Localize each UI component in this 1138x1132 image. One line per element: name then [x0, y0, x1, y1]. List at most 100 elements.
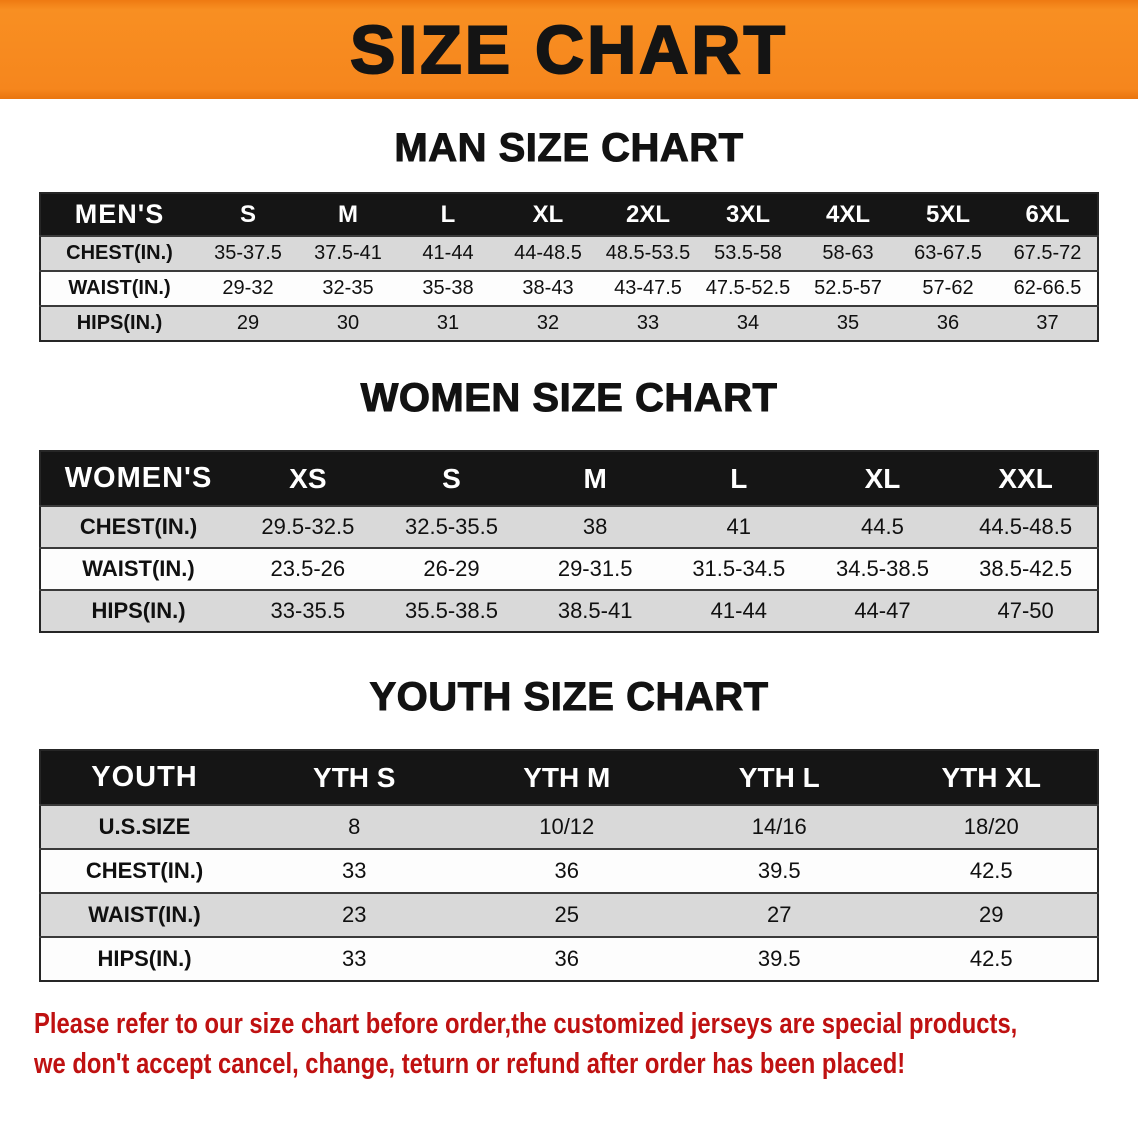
- size-value-cell: 31: [436, 312, 460, 334]
- measurement-label: U.S.SIZE: [98, 814, 191, 839]
- measurement-row: HIPS(IN.) 33-35.5 35.5-38.5 38.5-41 41-44 44-…: [40, 590, 1098, 632]
- size-value-cell: 38.5-41: [557, 598, 633, 623]
- measurement-label: HIPS(IN.): [91, 598, 186, 623]
- size-value-cell: 35.5-38.5: [405, 598, 498, 623]
- size-header-cell: YTH L: [673, 750, 886, 805]
- size-header-cell: XS: [236, 451, 380, 506]
- size-header-cell: 6XL: [998, 193, 1098, 236]
- table-title-cell: MEN'S: [40, 193, 198, 236]
- banner: SIZE CHART: [0, 0, 1138, 99]
- size-value-cell: 33: [342, 858, 367, 883]
- measurement-label: HIPS(IN.): [97, 946, 192, 971]
- size-value-cell: 63-67.5: [914, 242, 982, 264]
- size-value-cell: 23.5-26: [270, 556, 346, 581]
- size-value-cell: 38: [582, 514, 608, 539]
- size-value-cell: 44-47: [854, 598, 911, 623]
- measurement-row: CHEST(IN.) 35-37.5 37.5-41 41-44 44-48.5 48.5…: [40, 236, 1098, 271]
- size-value-cell: 29: [979, 902, 1004, 927]
- measurement-row: CHEST(IN.) 29.5-32.5 32.5-35.5 38 41 44.5 44.5…: [40, 506, 1098, 548]
- size-value-cell: 41: [726, 514, 752, 539]
- size-value-cell: 30: [336, 312, 360, 334]
- size-value-cell: 39.5: [757, 858, 801, 883]
- size-value-cell: 23: [342, 902, 367, 927]
- size-value-cell: 41-44: [422, 242, 474, 264]
- size-value-cell: 38.5-42.5: [979, 556, 1073, 581]
- size-header-cell: M: [523, 451, 667, 506]
- size-value-cell: 29.5-32.5: [261, 514, 355, 539]
- table-header-row: MEN'S S M L XL 2XL 3XL 4XL 5XL 6XL: [40, 193, 1098, 236]
- size-value-cell: 39.5: [757, 946, 801, 971]
- size-value-cell: 8: [348, 814, 361, 839]
- size-value-cell: 34.5-38.5: [835, 556, 929, 581]
- disclaimer-line-1: Please refer to our size chart before or…: [34, 1008, 1018, 1040]
- size-value-cell: 25: [554, 902, 579, 927]
- youth-size-table: YOUTH YTH S YTH M YTH L YTH XL U.S.SIZE 8 10/12…: [39, 749, 1099, 982]
- size-value-cell: 35-37.5: [214, 242, 282, 264]
- size-header-cell: 3XL: [698, 193, 798, 236]
- size-value-cell: 44-48.5: [514, 242, 582, 264]
- men-size-table: MEN'S S M L XL 2XL 3XL 4XL 5XL 6XL CHEST(IN.) 35-37…: [39, 192, 1099, 342]
- size-value-cell: 62-66.5: [1013, 277, 1082, 299]
- size-header-cell: L: [398, 193, 498, 236]
- size-header-cell: M: [298, 193, 398, 236]
- size-value-cell: 18/20: [963, 814, 1019, 839]
- size-header-cell: YTH XL: [885, 750, 1098, 805]
- size-header-cell: L: [666, 451, 811, 506]
- size-header-cell: YTH M: [460, 750, 673, 805]
- size-value-cell: 35-38: [422, 277, 474, 299]
- measurement-row: HIPS(IN.) 29 30 31 32 33 34 35 36 37: [40, 306, 1098, 341]
- size-value-cell: 38-43: [522, 277, 574, 299]
- measurement-row: WAIST(IN.) 23.5-26 26-29 29-31.5 31.5-34.5 34…: [40, 548, 1098, 590]
- size-value-cell: 47.5-52.5: [705, 277, 791, 299]
- size-value-cell: 47-50: [997, 598, 1054, 623]
- size-chart-page: SIZE CHART MAN SIZE CHART MEN'S S M L XL 2XL 3…: [0, 0, 1138, 1084]
- size-value-cell: 33: [342, 946, 367, 971]
- size-value-cell: 33-35.5: [270, 598, 346, 623]
- size-value-cell: 37: [1036, 312, 1059, 334]
- measurement-row: CHEST(IN.) 33 36 39.5 42.5: [40, 849, 1098, 893]
- size-value-cell: 31.5-34.5: [692, 556, 786, 581]
- size-value-cell: 44.5: [861, 514, 904, 539]
- size-value-cell: 42.5: [969, 946, 1013, 971]
- size-value-cell: 36: [554, 946, 579, 971]
- table-header-row: WOMEN'S XS S M L XL XXL: [40, 451, 1098, 506]
- size-value-cell: 29-32: [222, 277, 274, 299]
- size-value-cell: 10/12: [539, 814, 595, 839]
- size-value-cell: 36: [554, 858, 579, 883]
- measurement-row: U.S.SIZE 8 10/12 14/16 18/20: [40, 805, 1098, 849]
- size-value-cell: 36: [936, 312, 960, 334]
- measurement-label: CHEST(IN.): [79, 514, 198, 539]
- table-title-cell: WOMEN'S: [40, 451, 236, 506]
- size-value-cell: 57-62: [922, 277, 974, 299]
- table-header-row: YOUTH YTH S YTH M YTH L YTH XL: [40, 750, 1098, 805]
- size-value-cell: 67.5-72: [1013, 242, 1082, 264]
- size-header-cell: 5XL: [898, 193, 998, 236]
- size-value-cell: 52.5-57: [814, 277, 882, 299]
- size-value-cell: 41-44: [710, 598, 767, 623]
- size-header-cell: S: [379, 451, 524, 506]
- youth-section: YOUTH SIZE CHART YOUTH YTH S YTH M YTH L YTH…: [0, 675, 1138, 982]
- measurement-label: WAIST(IN.): [88, 902, 201, 927]
- size-value-cell: 29-31.5: [557, 556, 633, 581]
- measurement-label: WAIST(IN.): [82, 556, 195, 581]
- disclaimer-line-2: we don't accept cancel, change, teturn o…: [34, 1048, 906, 1080]
- size-value-cell: 42.5: [969, 858, 1013, 883]
- measurement-row: WAIST(IN.) 23 25 27 29: [40, 893, 1098, 937]
- size-value-cell: 48.5-53.5: [605, 242, 691, 264]
- women-size-table: WOMEN'S XS S M L XL XXL CHEST(IN.) 29.5-32.5 32.5…: [39, 450, 1099, 633]
- measurement-row: HIPS(IN.) 33 36 39.5 42.5: [40, 937, 1098, 981]
- size-value-cell: 33: [636, 312, 660, 334]
- measurement-row: WAIST(IN.) 29-32 32-35 35-38 38-43 43-47.5 47.…: [40, 271, 1098, 306]
- size-value-cell: 53.5-58: [714, 242, 782, 264]
- size-header-cell: XL: [498, 193, 598, 236]
- measurement-label: WAIST(IN.): [68, 277, 171, 299]
- measurement-label: CHEST(IN.): [85, 858, 204, 883]
- men-section-heading: MAN SIZE CHART: [394, 126, 744, 171]
- youth-section-heading: YOUTH SIZE CHART: [369, 675, 769, 720]
- size-value-cell: 34: [736, 312, 760, 334]
- disclaimer: Please refer to our size chart before or…: [0, 1004, 1138, 1084]
- size-header-cell: 4XL: [798, 193, 898, 236]
- measurement-label: HIPS(IN.): [76, 312, 163, 334]
- size-value-cell: 32-35: [322, 277, 374, 299]
- size-value-cell: 43-47.5: [614, 277, 682, 299]
